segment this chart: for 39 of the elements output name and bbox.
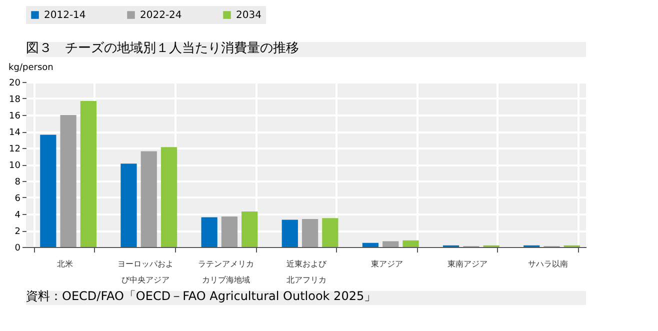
x-tick-label: ヨーロッパおよび中央アジア [117, 260, 174, 284]
y-tick-label: 10 [9, 161, 21, 171]
bar [60, 115, 76, 247]
y-tick-label: 20 [9, 78, 21, 88]
chart-title: 図３ チーズの地域別１人当たり消費量の推移 [26, 41, 299, 56]
bar [40, 134, 56, 247]
bar [242, 212, 258, 247]
y-tick-label: 16 [9, 112, 21, 122]
y-tick-label: 8 [14, 178, 21, 188]
y-tick-label: 6 [14, 194, 21, 204]
bar [140, 151, 157, 247]
bar [160, 147, 178, 247]
bar [362, 242, 379, 247]
x-tick-label: 東南アジア [448, 260, 488, 268]
bar [221, 216, 238, 247]
bar [201, 217, 218, 247]
legend-label: 2012-14 [44, 10, 86, 21]
text: 資料：OECD/FAO「OECD－FAO Agricultural Outlook 2025」 [26, 289, 376, 303]
x-tick-label: 東アジア [371, 260, 404, 268]
y-axis-title: kg/person [8, 63, 54, 73]
y-tick-label: 0 [14, 244, 21, 254]
x-tick-label: 北米 [56, 260, 73, 268]
y-tick-label: 18 [9, 95, 21, 105]
x-tick-label: ラテンアメリカカリブ海地域 [198, 260, 254, 284]
x-tick-label: 近東および北アフリカ [286, 260, 328, 284]
bar [302, 218, 318, 247]
legend-label: 2022-24 [140, 10, 182, 21]
bar [402, 240, 419, 247]
legend-label: 2034 [236, 10, 262, 21]
y-tick-label: 4 [14, 210, 21, 220]
bar [382, 241, 399, 247]
bar [80, 100, 97, 247]
y-tick-label: 14 [9, 128, 21, 138]
y-tick-label: 12 [9, 144, 20, 154]
bar [120, 164, 137, 247]
y-tick-label: 2 [14, 227, 20, 237]
bar [322, 218, 338, 247]
x-tick-label: サハラ以南 [528, 260, 568, 268]
bar [282, 220, 298, 247]
